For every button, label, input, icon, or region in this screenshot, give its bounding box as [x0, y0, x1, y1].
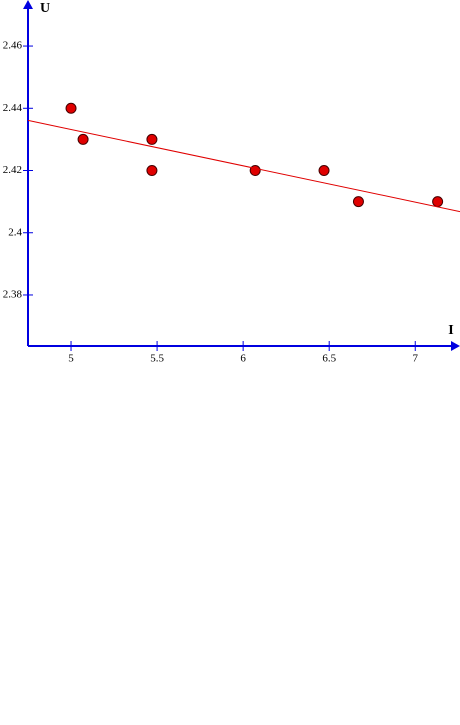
x-axis-label: I — [448, 323, 453, 338]
y-tick-label: 2.46 — [3, 40, 23, 52]
point — [318, 165, 330, 177]
x-tick-label: 6.5 — [322, 353, 336, 365]
y-tick-label: 2.42 — [3, 164, 22, 176]
x-tick-label: 6 — [240, 353, 246, 365]
y-tick-label: 2.4 — [8, 226, 22, 238]
x-tick-label: 5.5 — [150, 353, 164, 365]
point — [65, 102, 77, 114]
point — [146, 133, 158, 145]
y-tick-label: 2.38 — [3, 289, 23, 301]
point — [249, 165, 261, 177]
point — [352, 196, 364, 208]
y-axis-label: U — [40, 1, 50, 16]
point — [77, 133, 89, 145]
x-tick-label: 5 — [68, 353, 74, 365]
x-tick-label: 7 — [413, 353, 419, 365]
fit-line — [27, 119, 460, 213]
x-axis-arrow — [451, 341, 460, 351]
point — [146, 165, 158, 177]
point — [432, 196, 444, 208]
y-axis-arrow — [23, 0, 33, 9]
y-tick-label: 2.44 — [3, 102, 23, 114]
